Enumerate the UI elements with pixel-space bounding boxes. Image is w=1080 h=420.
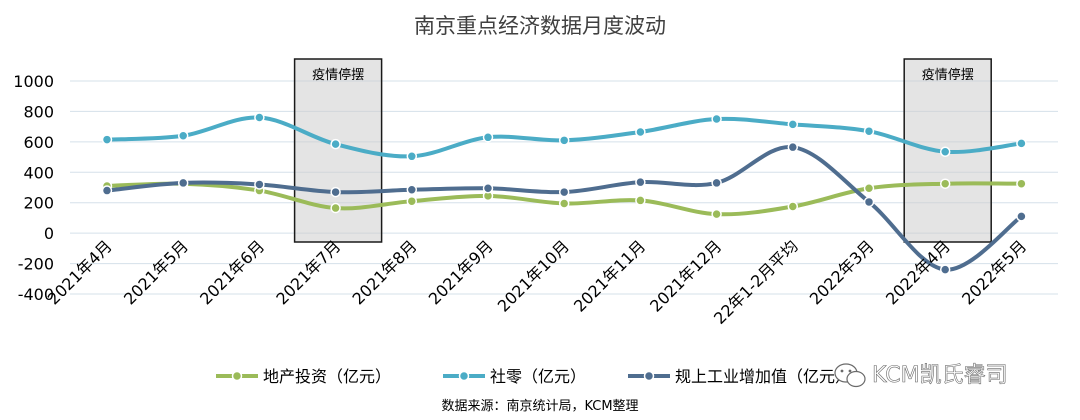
y-tick-label: 400 (23, 163, 54, 182)
data-point (863, 183, 875, 194)
data-point (863, 125, 875, 137)
data-point (1016, 178, 1027, 189)
data-point (939, 178, 951, 189)
legend: 地产投资（亿元） 社零（亿元） 规上工业增加值（亿元） (216, 367, 851, 386)
y-tick-label: 800 (23, 102, 54, 121)
series-2 (101, 112, 1027, 162)
y-axis: -400 -200 0 200 400 600 800 1000 (13, 72, 54, 304)
data-point (406, 151, 418, 162)
source-note: 数据来源：南京统计局，KCM整理 (441, 398, 638, 414)
data-point (330, 202, 341, 214)
x-tick-label: 2021年6月 (196, 236, 268, 308)
x-tick-label: 2021年5月 (120, 236, 192, 308)
data-point (711, 113, 722, 125)
legend-label: 社零（亿元） (490, 367, 586, 386)
watermark-text: KCM凯氏睿司 (872, 363, 1008, 388)
data-point (787, 141, 799, 153)
data-point (558, 135, 570, 146)
data-point (558, 186, 570, 198)
data-point (711, 177, 722, 189)
data-point (177, 130, 189, 142)
x-tick-label: 2021年10月 (494, 236, 573, 315)
data-point (787, 119, 799, 130)
y-tick-label: -200 (18, 255, 54, 274)
data-point (330, 186, 341, 198)
series-3 (101, 141, 1027, 275)
data-point (939, 146, 951, 157)
data-point (1016, 211, 1027, 222)
annotation-boxes: 疫情停摆 疫情停摆 (293, 58, 992, 243)
data-point (863, 196, 875, 208)
x-tick-label: 2021年12月 (646, 236, 725, 315)
y-tick-label: 600 (23, 133, 54, 152)
data-point (254, 112, 265, 123)
legend-label: 地产投资（亿元） (263, 367, 391, 386)
x-tick-label: 2021年7月 (272, 236, 344, 308)
data-point (635, 195, 646, 206)
data-point (254, 179, 265, 190)
chart-title: 南京重点经济数据月度波动 (414, 14, 666, 38)
data-point (101, 134, 113, 145)
x-tick-label: 2021年9月 (425, 236, 497, 308)
data-point (558, 198, 570, 209)
y-tick-label: 1000 (13, 72, 54, 91)
data-point (406, 195, 418, 207)
legend-label: 规上工业增加值（亿元） (675, 367, 851, 386)
watermark: KCM凯氏睿司 (834, 363, 1008, 388)
legend-entry: 规上工业增加值（亿元） (628, 367, 851, 386)
y-tick-label: 0 (44, 224, 54, 243)
data-point (482, 132, 494, 143)
x-tick-label: 2021年4月 (44, 236, 116, 308)
data-point (635, 126, 646, 138)
data-point (787, 201, 799, 212)
x-tick-label: 2022年5月 (958, 236, 1030, 308)
y-tick-label: -400 (18, 285, 54, 304)
data-point (177, 177, 189, 189)
x-tick-label: 2021年11月 (570, 236, 649, 315)
x-axis: 2021年4月 2021年5月 2021年6月 2021年7月 2021年8月 2021年… (44, 236, 1030, 328)
x-tick-label: 2021年8月 (349, 236, 421, 308)
legend-entry: 地产投资（亿元） (216, 367, 391, 386)
wechat-icon (834, 363, 866, 388)
data-point (330, 138, 341, 150)
y-tick-label: 200 (23, 194, 54, 213)
data-point (406, 184, 418, 196)
legend-entry: 社零（亿元） (443, 367, 586, 386)
annotation-label: 疫情停摆 (312, 67, 364, 83)
data-point (939, 264, 951, 275)
data-point (635, 176, 646, 188)
data-point (1016, 138, 1027, 149)
data-point (101, 185, 113, 196)
data-point (711, 208, 722, 220)
annotation-label: 疫情停摆 (922, 67, 974, 83)
x-tick-label: 2022年3月 (806, 236, 878, 308)
series-lines (101, 112, 1027, 275)
data-point (482, 183, 494, 194)
